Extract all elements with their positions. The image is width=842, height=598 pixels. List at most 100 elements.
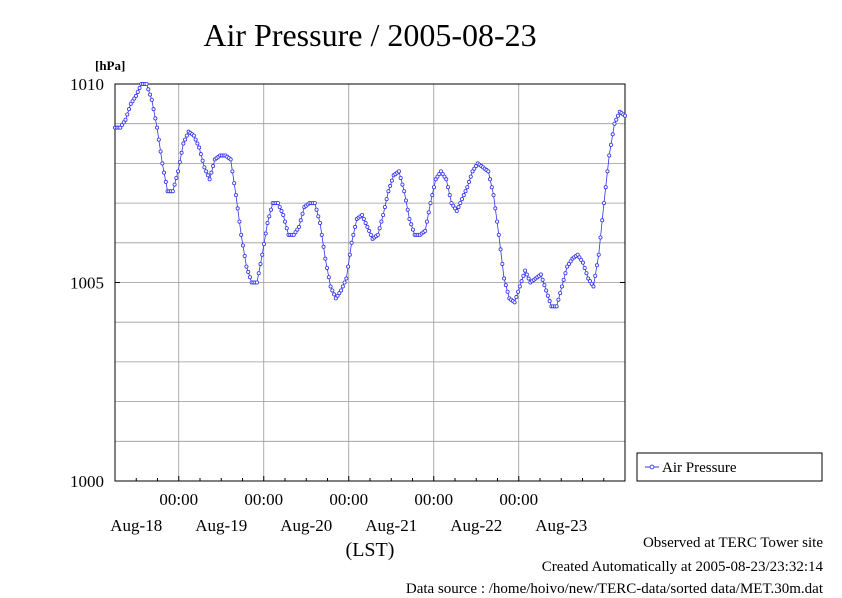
data-point — [323, 256, 328, 261]
data-point — [312, 201, 317, 206]
data-point — [398, 175, 403, 180]
data-point — [130, 99, 135, 104]
data-point — [328, 284, 333, 289]
legend-box — [636, 452, 823, 482]
data-point — [314, 207, 319, 212]
data-point — [240, 243, 245, 248]
data-point — [410, 227, 415, 232]
x-axis-label: (LST) — [346, 539, 395, 561]
data-point — [614, 117, 619, 122]
data-point — [526, 276, 531, 281]
x-date-label: Aug-21 — [365, 516, 417, 535]
data-point — [267, 214, 272, 219]
data-point — [230, 169, 235, 174]
data-point — [298, 218, 303, 223]
data-point — [123, 117, 128, 122]
x-time-label: 00:00 — [499, 490, 538, 509]
data-point — [586, 276, 591, 281]
data-point — [191, 133, 196, 138]
y-axis-unit: [hPa] — [95, 58, 125, 73]
data-point — [160, 161, 165, 166]
data-point — [282, 219, 287, 224]
data-point — [381, 213, 386, 218]
data-point — [389, 178, 394, 183]
data-point — [514, 295, 519, 300]
data-point — [445, 185, 450, 190]
data-point — [461, 193, 466, 198]
data-point — [263, 231, 268, 236]
data-point — [563, 271, 568, 276]
data-point — [277, 205, 282, 210]
footer-source: Data source : /home/hoivo/new/TERC-data/… — [405, 581, 823, 597]
data-point — [351, 232, 356, 237]
data-point — [177, 160, 182, 165]
y-tick-label: 1005 — [70, 274, 104, 293]
data-point — [610, 132, 615, 137]
data-point — [144, 82, 149, 87]
data-point — [444, 177, 449, 182]
data-point — [118, 125, 123, 130]
data-point — [135, 89, 140, 94]
data-point — [284, 226, 289, 231]
data-point — [193, 137, 198, 142]
data-point — [405, 207, 410, 212]
x-date-label: Aug-23 — [535, 516, 587, 535]
data-point — [519, 279, 524, 284]
data-point — [235, 206, 240, 211]
data-point — [615, 113, 620, 118]
data-point — [433, 177, 438, 182]
data-point — [575, 252, 580, 257]
data-point — [148, 92, 153, 97]
data-point — [183, 137, 188, 142]
data-point — [451, 203, 456, 208]
data-point — [468, 174, 473, 179]
data-point — [470, 169, 475, 174]
data-point — [438, 169, 443, 174]
data-point — [465, 185, 470, 190]
data-point — [577, 255, 582, 260]
data-point — [556, 297, 561, 302]
data-point — [505, 289, 510, 294]
data-point — [587, 279, 592, 284]
data-point — [242, 254, 247, 259]
data-point — [579, 257, 584, 262]
data-point — [472, 166, 477, 171]
data-point — [440, 171, 445, 176]
data-point — [297, 224, 302, 229]
data-point — [566, 261, 571, 266]
data-point — [540, 277, 545, 282]
data-point — [258, 261, 263, 266]
data-point — [554, 304, 559, 309]
data-point — [211, 164, 216, 169]
data-point — [503, 283, 508, 288]
data-point — [291, 232, 296, 237]
data-point — [172, 182, 177, 187]
data-point — [151, 107, 156, 112]
data-point — [600, 218, 605, 223]
footer-observed: Observed at TERC Tower site — [642, 535, 823, 551]
x-time-label: 00:00 — [414, 490, 453, 509]
data-point — [275, 201, 280, 206]
data-point — [321, 244, 326, 249]
data-point — [239, 232, 244, 237]
data-point — [565, 264, 570, 269]
data-point — [265, 220, 270, 225]
data-point — [205, 173, 210, 178]
data-point — [388, 183, 393, 188]
data-point — [360, 213, 365, 218]
data-point — [137, 85, 142, 90]
data-point — [435, 174, 440, 179]
data-point — [339, 288, 344, 293]
data-point — [423, 228, 428, 233]
data-point — [195, 141, 200, 146]
data-point — [400, 182, 405, 187]
data-point — [382, 205, 387, 210]
data-point — [608, 142, 613, 147]
data-point — [254, 280, 259, 285]
data-point — [316, 214, 321, 219]
x-date-label: Aug-19 — [195, 516, 247, 535]
data-point — [486, 169, 491, 174]
data-point — [424, 219, 429, 224]
data-point — [174, 175, 179, 180]
